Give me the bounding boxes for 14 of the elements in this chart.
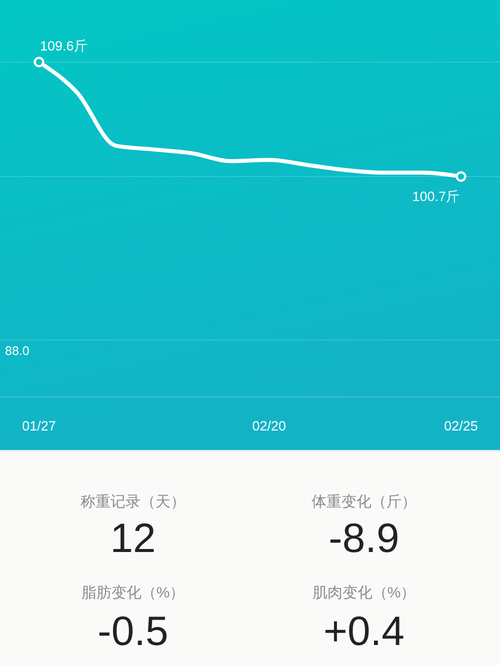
text: 12 xyxy=(110,515,156,561)
text: 脂肪变化（%） xyxy=(81,584,185,602)
text: -0.5 xyxy=(98,608,168,654)
text: -8.9 xyxy=(328,515,400,561)
text: 肌肉变化（%） xyxy=(312,584,416,602)
text: 称重记录（天） xyxy=(80,494,186,510)
text: +0.4 xyxy=(324,608,404,654)
x-tick-label: 02/25 xyxy=(444,418,478,434)
ref-line-label: 88.0 xyxy=(5,344,30,358)
x-tick-label: 02/20 xyxy=(252,418,286,434)
x-tick-label: 01/27 xyxy=(22,418,56,434)
data-label: 109.6斤 xyxy=(40,38,88,54)
text: 体重变化（斤） xyxy=(312,494,416,510)
data-label: 100.7斤 xyxy=(412,189,460,204)
